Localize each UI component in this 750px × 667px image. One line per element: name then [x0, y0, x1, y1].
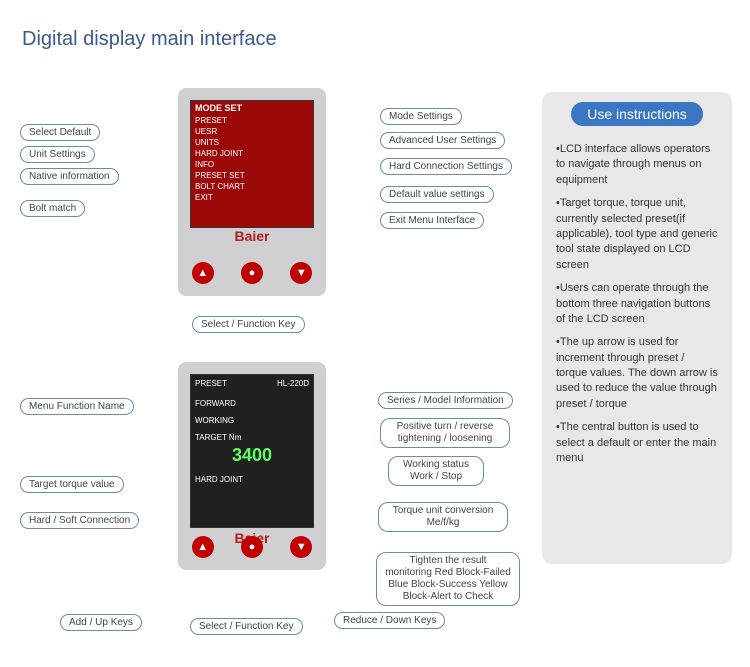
label-exit-menu: Exit Menu Interface [380, 212, 484, 229]
label-unit-settings: Unit Settings [20, 146, 95, 163]
label-torque-unit: Torque unit conversion Me/f/kg [378, 502, 508, 532]
menu-info: INFO [191, 159, 313, 170]
instr-item-4: •The central button is used to select a … [556, 420, 718, 466]
label-target-torque: Target torque value [20, 476, 124, 493]
label-positive-turn: Positive turn / reverse tightening / loo… [380, 418, 510, 448]
s2-hard: HARD JOINT [191, 474, 313, 485]
label-series-model: Series / Model Information [378, 392, 513, 409]
instr-item-0: •LCD interface allows operators to navig… [556, 142, 718, 188]
label-select-fn-2: Select / Function Key [190, 618, 303, 635]
label-hard-soft: Hard / Soft Connection [20, 512, 139, 529]
label-mode-settings: Mode Settings [380, 108, 462, 125]
s2-working: WORKING [191, 415, 313, 426]
screen-1-header: MODE SET [191, 101, 313, 115]
s2-value: 3400 [191, 443, 313, 468]
label-native-info: Native information [20, 168, 119, 185]
menu-presetset: PRESET SET [191, 170, 313, 181]
label-select-fn-1: Select / Function Key [192, 316, 305, 333]
instr-item-1: •Target torque, torque unit, currently s… [556, 196, 718, 273]
down-button-2[interactable]: ▼ [290, 536, 312, 558]
label-working-status: Working status Work / Stop [388, 456, 484, 486]
s2-model: HL-220D [277, 379, 309, 388]
instructions-title: Use instructions [571, 102, 703, 126]
instr-item-3: •The up arrow is used for increment thro… [556, 335, 718, 412]
instructions-panel: Use instructions •LCD interface allows o… [542, 92, 732, 564]
label-menu-fn-name: Menu Function Name [20, 398, 134, 415]
screen-1: MODE SET PRESET UESR UNITS HARD JOINT IN… [190, 100, 314, 228]
label-default-val: Default value settings [380, 186, 494, 203]
label-hard-conn: Hard Connection Settings [380, 158, 512, 175]
menu-user: UESR [191, 126, 313, 137]
menu-hardjoint: HARD JOINT [191, 148, 313, 159]
up-button-2[interactable]: ▲ [192, 536, 214, 558]
down-button-1[interactable]: ▼ [290, 262, 312, 284]
s2-preset: PRESET [195, 379, 227, 388]
s2-target: TARGET Nm [191, 432, 313, 443]
select-button-2[interactable]: ● [241, 536, 263, 558]
select-button-1[interactable]: ● [241, 262, 263, 284]
menu-preset: PRESET [191, 115, 313, 126]
page-title: Digital display main interface [22, 28, 277, 51]
button-row-2: ▲ ● ▼ [178, 536, 326, 558]
menu-units: UNITS [191, 137, 313, 148]
label-select-default: Select Default [20, 124, 100, 141]
menu-boltchart: BOLT CHART [191, 181, 313, 192]
menu-exit: EXIT [191, 192, 313, 203]
label-add-up: Add / Up Keys [60, 614, 142, 631]
label-reduce-down: Reduce / Down Keys [334, 612, 445, 629]
label-tighten-result: Tighten the result monitoring Red Block-… [376, 552, 520, 606]
brand-label-1: Baier [178, 228, 326, 244]
label-bolt-match: Bolt match [20, 200, 85, 217]
button-row-1: ▲ ● ▼ [178, 262, 326, 284]
instr-item-2: •Users can operate through the bottom th… [556, 281, 718, 327]
s2-forward: FORWARD [191, 398, 313, 409]
up-button-1[interactable]: ▲ [192, 262, 214, 284]
screen-2: PRESET HL-220D FORWARD WORKING TARGET Nm… [190, 374, 314, 528]
label-adv-user: Advanced User Settings [380, 132, 505, 149]
